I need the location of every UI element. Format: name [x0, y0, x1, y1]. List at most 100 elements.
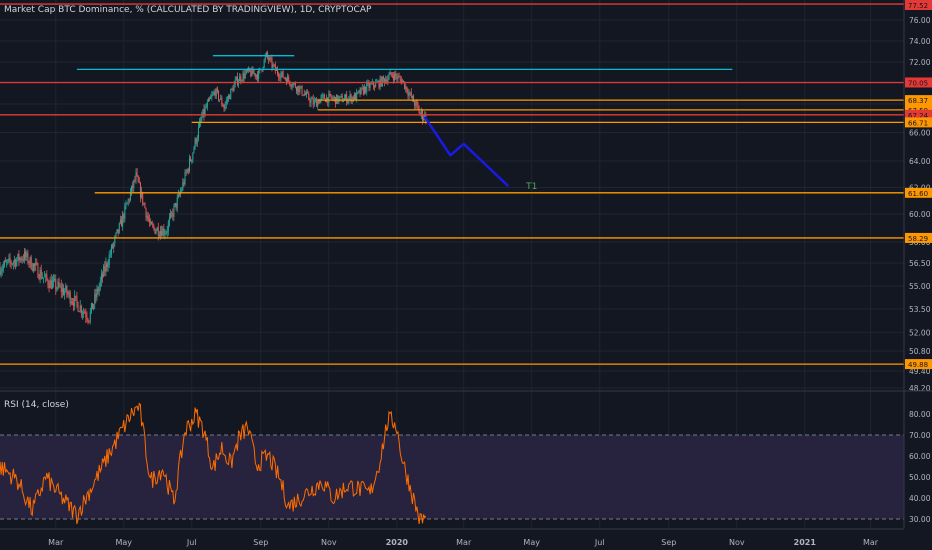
candle-body: [95, 293, 97, 298]
candle-body: [405, 86, 407, 89]
candle-body: [69, 292, 71, 304]
x-tick-label: Sep: [253, 538, 268, 547]
candle-body: [178, 193, 180, 195]
candle-body: [256, 74, 258, 79]
candle-body: [102, 274, 104, 278]
candle-body: [280, 74, 282, 79]
candle-body: [308, 93, 310, 100]
candle-body: [143, 203, 145, 205]
candle-body: [151, 222, 153, 225]
candle-body: [223, 106, 225, 109]
candle-body: [226, 99, 228, 101]
candle-body: [415, 101, 417, 106]
candle-body: [225, 100, 227, 104]
price-marker-box: [905, 109, 932, 120]
candle-body: [413, 96, 415, 102]
candle-body: [339, 96, 341, 99]
candle-body: [145, 208, 147, 218]
candle-body: [361, 87, 363, 89]
candle-body: [113, 242, 115, 248]
candle-body: [312, 98, 314, 105]
candle-body: [81, 313, 83, 315]
y-tick-label: 74.00: [909, 37, 931, 46]
rsi-title: RSI (14, close): [4, 400, 69, 410]
y-tick-label: 60.00: [909, 210, 931, 219]
candle-body: [239, 76, 241, 82]
candle-body: [75, 295, 77, 297]
candle-body: [384, 78, 386, 83]
candle-body: [181, 189, 183, 192]
x-tick-label: Mar: [456, 538, 472, 547]
candle-body: [78, 311, 80, 313]
candle-body: [71, 302, 73, 303]
candle-body: [210, 97, 212, 99]
candle-body: [176, 197, 178, 208]
candle-body: [336, 94, 338, 104]
candle-body: [100, 274, 102, 281]
candle-body: [419, 113, 421, 115]
candle-body: [408, 93, 410, 96]
candle-body: [268, 57, 270, 61]
candle-body: [28, 262, 30, 264]
candle-body: [58, 282, 60, 287]
candle-body: [177, 193, 179, 198]
horizontal-levels[interactable]: [0, 3, 904, 365]
candle-body: [207, 98, 209, 102]
candle-body: [229, 95, 231, 99]
candle-body: [337, 94, 339, 103]
candle-body: [40, 270, 42, 279]
candle-body: [301, 86, 303, 95]
candle-body: [211, 95, 213, 98]
candle-body: [272, 64, 274, 68]
candle-body: [133, 180, 135, 189]
candle-body: [217, 90, 219, 100]
x-tick-label: 2020: [386, 538, 409, 547]
candle-body: [77, 302, 79, 312]
candle-body: [255, 74, 257, 77]
candle-body: [146, 216, 148, 218]
candle-body: [378, 81, 380, 88]
candle-body: [196, 138, 198, 144]
candle-body: [37, 263, 39, 278]
x-tick-label: Jul: [594, 538, 605, 547]
candle-body: [372, 81, 374, 87]
candle-body: [74, 295, 76, 307]
candle-body: [416, 101, 418, 104]
candle-body: [12, 261, 14, 264]
candle-body: [323, 95, 325, 99]
candle-body: [67, 294, 69, 295]
candle-body: [73, 302, 75, 307]
candle-body: [138, 182, 140, 184]
candle-body: [186, 169, 188, 173]
candle-body: [117, 229, 119, 233]
candle-body: [173, 206, 175, 217]
candle-body: [194, 138, 196, 149]
candle-body: [141, 191, 143, 198]
rsi-y-tick-label: 40.00: [909, 494, 931, 503]
y-tick-label: 72.00: [909, 58, 931, 67]
candle-body: [103, 266, 105, 278]
candle-body: [219, 99, 221, 101]
candle-body: [158, 235, 160, 237]
price-marker-label: 49.88: [908, 361, 928, 369]
candle-body: [330, 94, 332, 98]
candle-body: [31, 268, 33, 271]
y-tick-label: 53.50: [909, 305, 931, 314]
candle-body: [88, 320, 90, 322]
candle-body: [275, 69, 277, 71]
candle-body: [60, 285, 62, 293]
candle-body: [233, 84, 235, 92]
candle-body: [293, 83, 295, 84]
candle-body: [254, 73, 256, 77]
candle-body: [16, 259, 18, 266]
y-tick-label: 48.20: [909, 384, 931, 393]
candle-body: [333, 97, 335, 99]
candle-body: [389, 72, 391, 75]
candle-body: [157, 227, 159, 236]
target-label: T1: [525, 182, 537, 192]
candle-body: [230, 89, 232, 99]
candle-body: [258, 70, 260, 79]
candle-body: [97, 288, 99, 292]
candle-body: [363, 86, 365, 94]
